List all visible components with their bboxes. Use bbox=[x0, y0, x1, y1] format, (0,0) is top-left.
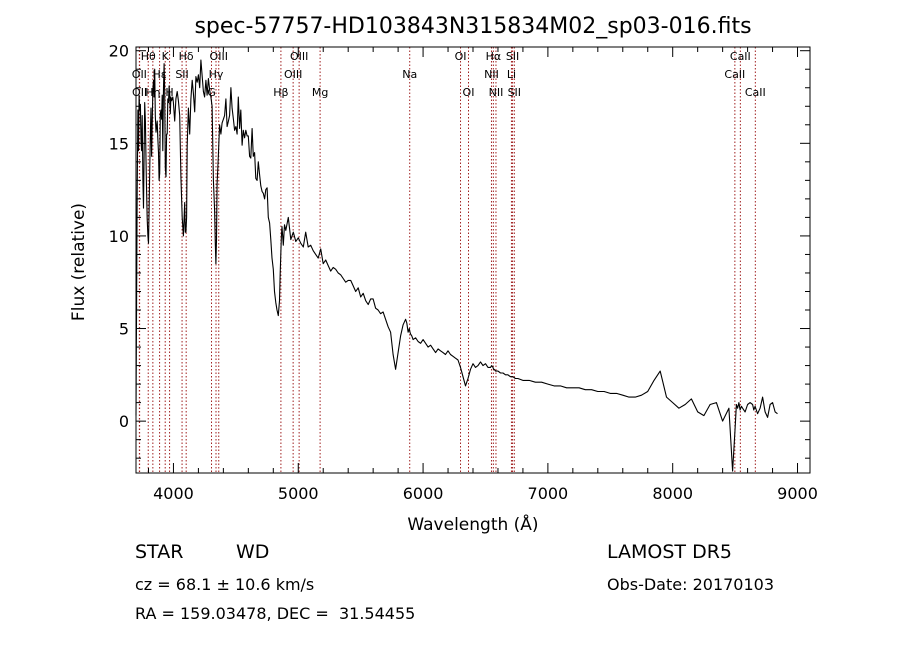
x-tick-label: 4000 bbox=[153, 484, 194, 503]
y-axis-ticks: 0 5 10 15 20 bbox=[109, 42, 810, 459]
y-tick-label: 15 bbox=[109, 134, 129, 153]
survey-name: LAMOST DR5 bbox=[607, 541, 732, 563]
spectral-line-label: Hε bbox=[152, 68, 166, 81]
y-tick-label: 10 bbox=[109, 227, 129, 246]
x-tick-label: 6000 bbox=[403, 484, 444, 503]
spectral-line-label: OIII bbox=[290, 50, 308, 63]
x-tick-label: 5000 bbox=[278, 484, 319, 503]
spectral-line-label: NII bbox=[489, 86, 504, 99]
spectral-line-label: OI bbox=[455, 50, 467, 63]
spectral-line-label: SII bbox=[506, 50, 519, 63]
spectral-line-label: Hα bbox=[486, 50, 502, 63]
spectral-line-label: SII bbox=[175, 68, 188, 81]
x-tick-label: 8000 bbox=[652, 484, 693, 503]
spectrum-line bbox=[135, 59, 778, 472]
spectral-line-label: OI bbox=[463, 86, 475, 99]
chart-title: spec-57757-HD103843N315834M02_sp03-016.f… bbox=[194, 14, 751, 39]
plot-frame bbox=[135, 46, 811, 474]
observation-date: Obs-Date: 20170103 bbox=[607, 575, 775, 594]
x-axis-label: Wavelength (Å) bbox=[407, 513, 538, 535]
spectral-line-label: Hβ bbox=[273, 86, 288, 99]
ra-dec-coordinates: RA = 159.03478, DEC = 31.54455 bbox=[135, 604, 416, 623]
spectral-line-label: Na bbox=[402, 68, 417, 81]
spectral-line-label: G bbox=[207, 86, 216, 99]
spectral-line-label: CaII bbox=[730, 50, 751, 63]
spectral-line-label: Mg bbox=[312, 86, 328, 99]
redshift-velocity: cz = 68.1 ± 10.6 km/s bbox=[135, 575, 315, 594]
spectral-line-markers bbox=[138, 47, 756, 473]
spectral-line-label: CaII bbox=[745, 86, 766, 99]
y-tick-label: 20 bbox=[109, 42, 129, 61]
spectral-line-label: Li bbox=[507, 68, 516, 81]
y-tick-label: 0 bbox=[119, 412, 129, 431]
spectral-line-label: NII bbox=[484, 68, 499, 81]
spectral-line-label: CaII bbox=[724, 68, 745, 81]
spectral-line-label: Hδ bbox=[179, 50, 194, 63]
x-axis-ticks: 4000 5000 6000 7000 8000 9000 bbox=[147, 47, 818, 503]
y-axis-label: Flux (relative) bbox=[69, 203, 89, 321]
spectral-line-label: OIII bbox=[210, 50, 228, 63]
spectral-line-label: Hγ bbox=[209, 68, 224, 81]
x-tick-label: 9000 bbox=[777, 484, 818, 503]
spectral-line-label: Hθ bbox=[141, 50, 156, 63]
object-class: STAR bbox=[135, 541, 184, 563]
spectral-line-label: K bbox=[162, 50, 170, 63]
spectral-line-label: OIII bbox=[284, 68, 302, 81]
x-tick-label: 7000 bbox=[528, 484, 569, 503]
spectral-line-label: OII bbox=[132, 68, 147, 81]
object-subclass: WD bbox=[236, 541, 270, 563]
y-tick-label: 5 bbox=[119, 320, 129, 339]
spectral-line-label: SII bbox=[508, 86, 521, 99]
